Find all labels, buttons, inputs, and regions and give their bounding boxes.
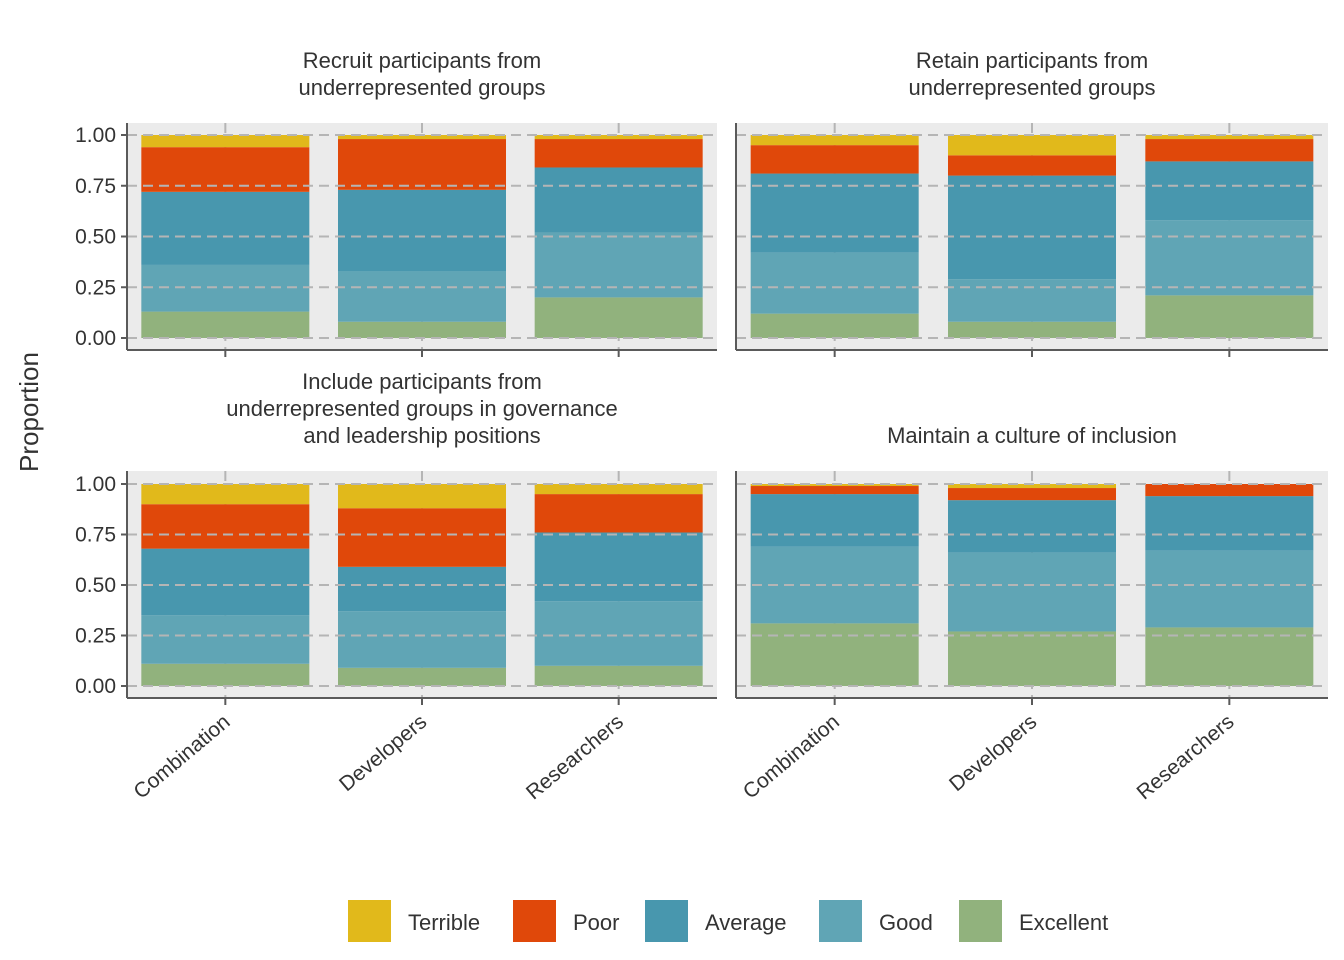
bar-segment-average-combination [750,494,919,547]
y-tick-label: 0.00 [75,327,116,350]
bar-segment-good-developers [338,611,506,668]
bar-segment-terrible-combination [750,484,919,487]
bar-segment-good-developers [948,279,1116,322]
y-tick-label: 0.00 [75,675,116,698]
bar-segment-good-researchers [534,601,703,666]
bar-segment-terrible-researchers [534,135,703,140]
bar-segment-excellent-researchers [1145,295,1314,338]
y-axis-title: Proportion [14,352,44,472]
bar-segment-excellent-combination [141,663,310,686]
bar-segment-poor-combination [141,147,310,192]
facet-panel-3: Include participants fromunderrepresente… [75,369,717,804]
bar-segment-terrible-researchers [1145,135,1314,140]
bar-segment-terrible-developers [338,135,506,140]
facet-title-line: Retain participants from [916,48,1148,73]
bar-segment-poor-developers [948,488,1116,501]
y-tick-label: 1.00 [75,124,116,147]
bar-segment-good-developers [338,271,506,322]
facet-title-line: underrepresented groups in governance [226,396,617,421]
x-tick-label: Developers [945,710,1041,796]
bar-segment-good-combination [141,615,310,664]
bar-segment-excellent-developers [338,321,506,338]
bar-segment-terrible-developers [948,484,1116,489]
bar-segment-terrible-developers [948,135,1116,156]
facet-panel-4: Maintain a culture of inclusion Combinati… [735,423,1328,804]
facet-title-line: Recruit participants from [303,48,541,73]
bar-segment-average-researchers [1145,496,1314,551]
legend-swatch-terrible [348,900,391,942]
facet-title-line: underrepresented groups [908,75,1155,100]
bar-segment-average-researchers [534,167,703,233]
bar-segment-excellent-researchers [534,665,703,686]
bar-segment-poor-combination [141,504,310,549]
bar-segment-good-researchers [1145,550,1314,628]
bar-segment-excellent-developers [948,631,1116,686]
bar-segment-good-combination [750,252,919,314]
legend: Terrible Poor Average Good Excellent [348,900,1108,942]
bar-segment-excellent-researchers [1145,627,1314,686]
bar-segment-average-developers [948,500,1116,553]
bar-segment-average-combination [141,548,310,616]
facet-title-line: Maintain a culture of inclusion [887,423,1177,448]
bar-segment-terrible-combination [750,135,919,146]
bar-segment-average-combination [141,191,310,265]
x-tick-label: Combination [129,710,234,803]
bar-segment-poor-developers [338,139,506,190]
legend-swatch-good [819,900,862,942]
y-tick-label: 0.75 [75,175,116,198]
x-tick-label: Developers [335,710,431,796]
bar-segment-poor-developers [948,155,1116,176]
bar-segment-excellent-combination [750,313,919,338]
bar-segment-good-developers [948,552,1116,632]
bar-segment-excellent-developers [948,321,1116,338]
x-tick-label: Combination [739,710,844,803]
y-tick-label: 1.00 [75,473,116,496]
bar-segment-poor-combination [750,486,919,495]
y-tick-label: 0.25 [75,625,116,648]
bar-segment-poor-researchers [1145,139,1314,162]
bar-segment-poor-researchers [1145,484,1314,497]
x-tick-label: Researchers [522,710,628,804]
y-tick-label: 0.50 [75,226,116,249]
bar-segment-poor-combination [750,145,919,174]
bar-segment-excellent-combination [141,311,310,338]
bar-segment-excellent-researchers [534,297,703,338]
facet-title-line: underrepresented groups [298,75,545,100]
legend-swatch-average [645,900,688,942]
bar-segment-average-developers [338,189,506,272]
bar-segment-good-combination [141,264,310,312]
legend-label-terrible: Terrible [408,910,480,935]
legend-label-good: Good [879,910,933,935]
bar-segment-average-researchers [534,532,703,602]
bar-segment-excellent-combination [750,623,919,686]
y-tick-label: 0.25 [75,276,116,299]
bar-segment-excellent-developers [338,667,506,686]
bar-segment-average-combination [750,173,919,253]
legend-label-poor: Poor [573,910,619,935]
y-tick-label: 0.75 [75,524,116,547]
legend-label-excellent: Excellent [1019,910,1108,935]
legend-swatch-poor [513,900,556,942]
bar-segment-average-developers [948,175,1116,280]
bar-segment-average-researchers [1145,161,1314,221]
bar-segment-terrible-combination [141,135,310,148]
bar-segment-terrible-researchers [534,484,703,495]
bar-segment-average-developers [338,566,506,612]
bar-segment-good-researchers [1145,220,1314,296]
facet-panel-2: Retain participants fromunderrepresented… [735,48,1328,357]
legend-label-average: Average [705,910,787,935]
legend-swatch-excellent [959,900,1002,942]
bar-segment-poor-developers [338,508,506,567]
bar-segment-poor-researchers [534,139,703,168]
bar-segment-poor-researchers [534,494,703,533]
x-tick-label: Researchers [1133,710,1239,804]
facet-title-line: Include participants from [302,369,542,394]
y-tick-label: 0.50 [75,574,116,597]
bar-segment-terrible-combination [141,484,310,505]
facet-panel-1: Recruit participants fromunderrepresente… [75,48,717,357]
bar-segment-terrible-developers [338,484,506,509]
facet-title-line: and leadership positions [303,423,540,448]
